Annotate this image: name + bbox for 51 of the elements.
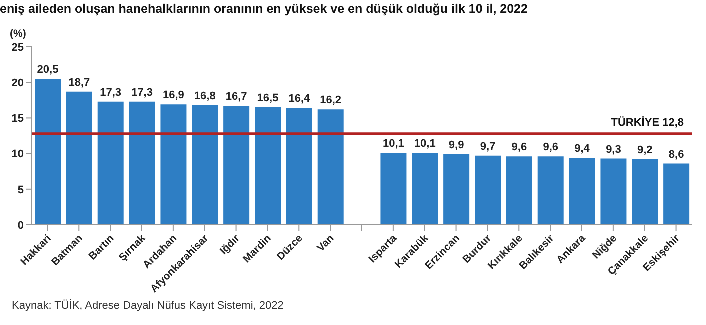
data-label: 16,5 bbox=[257, 92, 279, 105]
data-label: 17,3 bbox=[100, 86, 122, 99]
bar bbox=[380, 153, 407, 225]
y-tick-label: 5 bbox=[18, 184, 24, 196]
data-label: 9,3 bbox=[606, 144, 622, 156]
bar bbox=[318, 110, 344, 225]
bar bbox=[569, 158, 596, 225]
y-tick-label: 10 bbox=[12, 148, 24, 161]
data-label: 18,7 bbox=[68, 76, 90, 89]
bar bbox=[160, 104, 187, 225]
ref-line-label: TÜRKİYE 12,8 bbox=[611, 116, 684, 129]
data-label: 9,9 bbox=[448, 140, 464, 152]
data-label: 9,6 bbox=[543, 142, 559, 154]
bar bbox=[98, 102, 124, 225]
data-label: 9,4 bbox=[574, 143, 591, 156]
data-label: 16,4 bbox=[288, 93, 312, 106]
y-tick-label: 25 bbox=[12, 42, 24, 54]
data-label: 10,1 bbox=[414, 138, 436, 150]
bar bbox=[224, 106, 250, 225]
data-label: 8,6 bbox=[668, 148, 684, 161]
data-label: 9,7 bbox=[480, 140, 496, 153]
bar bbox=[66, 92, 92, 225]
data-label: 9,6 bbox=[512, 142, 528, 154]
data-label: 17,3 bbox=[132, 86, 153, 99]
bar bbox=[255, 108, 281, 225]
bar bbox=[600, 158, 627, 225]
y-tick-label: 0 bbox=[18, 220, 24, 232]
data-label: 16,8 bbox=[194, 90, 216, 102]
data-label: 16,9 bbox=[163, 90, 184, 102]
y-tick-label: 15 bbox=[12, 113, 24, 126]
y-tick-label: 20 bbox=[12, 78, 24, 90]
data-label: 16,7 bbox=[226, 91, 248, 104]
bar bbox=[444, 154, 470, 225]
bar bbox=[664, 164, 690, 225]
data-label: 10,1 bbox=[383, 138, 404, 150]
bar bbox=[286, 108, 312, 225]
bar bbox=[129, 102, 156, 225]
bar bbox=[35, 79, 61, 225]
text: Kaynak: TÜİK, Adrese Dayalı Nüfus Kayıt Sistemi, 2022 bbox=[12, 300, 284, 312]
bar bbox=[506, 156, 532, 225]
bar bbox=[538, 156, 564, 225]
bar bbox=[192, 105, 218, 225]
chart-title: eniş aileden oluşan hanehalklarının oranının en yüksek ve en düşük olduğu ilk 10 il, 2022 bbox=[0, 2, 528, 16]
x-tick-label: Van bbox=[314, 232, 337, 254]
data-label: 9,2 bbox=[637, 144, 653, 156]
bar bbox=[632, 159, 658, 225]
bar bbox=[475, 156, 501, 225]
data-label: 20,5 bbox=[37, 64, 59, 76]
data-label: 16,2 bbox=[320, 94, 342, 107]
bar bbox=[412, 153, 438, 225]
y-axis-title: (%) bbox=[10, 28, 26, 40]
